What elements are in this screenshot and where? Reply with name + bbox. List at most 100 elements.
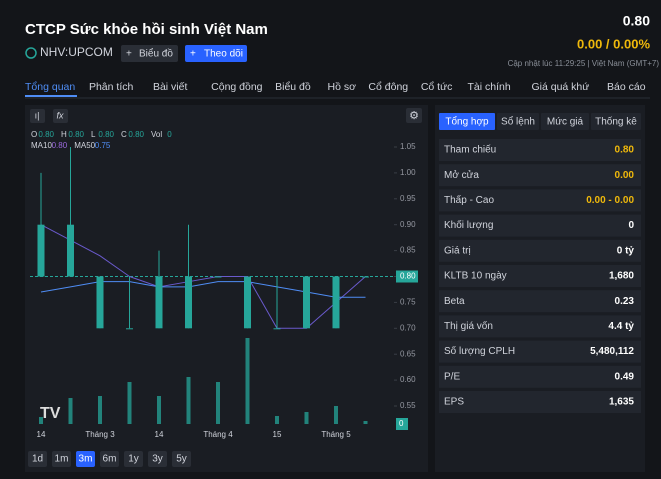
price-label: 0.80 <box>400 272 416 281</box>
chart-button-label[interactable]: Biểu đồ <box>139 48 173 60</box>
x-tick-label: Tháng 5 <box>321 430 351 439</box>
summary-value: 0.00 - 0.00 <box>586 195 634 206</box>
settings-button[interactable] <box>406 108 422 123</box>
legend-label: L <box>91 130 96 139</box>
legend-label: C <box>121 130 127 139</box>
icon: ı| <box>35 110 40 120</box>
ma-legend-value: 0.80 <box>52 141 68 150</box>
y-tick-label: 0.70 <box>400 323 416 332</box>
candle-body <box>96 276 104 329</box>
follow-button[interactable] <box>185 45 247 62</box>
tab[interactable]: Cộng đồng <box>211 81 263 93</box>
summary-value: 0.49 <box>615 371 635 382</box>
summary-row <box>439 239 641 262</box>
range-button[interactable] <box>172 451 191 467</box>
tab[interactable]: Phân tích <box>89 81 134 93</box>
ma10-line <box>40 224 366 329</box>
candle-body <box>362 276 369 278</box>
legend-value: 0.80 <box>38 130 54 139</box>
candle-body <box>185 276 192 329</box>
range-button[interactable] <box>76 451 95 467</box>
tab-bar: Tổng quan Phân tích Bài viết Cộng đồng Biểu … <box>25 81 650 99</box>
tab[interactable]: Giá quá khứ <box>531 81 589 93</box>
range-button[interactable] <box>52 451 71 467</box>
updated-time: Cập nhật lúc 11:29:25 | Việt Nam (GMT+7) <box>508 59 660 68</box>
y-tick-label: 1.00 <box>400 168 416 177</box>
tab[interactable]: Tổng quan <box>25 81 75 93</box>
range-button[interactable] <box>124 451 143 467</box>
range-button[interactable] <box>28 451 47 467</box>
summary-value: 0.00 <box>615 170 635 181</box>
tab[interactable]: Báo cáo <box>607 81 646 93</box>
summary-tab-label[interactable]: Sổ lệnh <box>501 116 535 128</box>
ma-legend-label: MA50 <box>74 141 95 150</box>
volume-bar <box>127 382 132 424</box>
summary-tab[interactable] <box>439 113 495 130</box>
range-label[interactable]: 5y <box>176 454 187 465</box>
ticker: NHV:UPCOM <box>40 45 113 59</box>
tab[interactable]: Hồ sơ <box>328 81 357 93</box>
price-change: 0.00 / 0.00% <box>577 36 650 51</box>
volume-bar <box>275 416 279 424</box>
range-label[interactable]: 3y <box>152 454 163 465</box>
ma50-line <box>40 281 366 298</box>
summary-value: 0 tỷ <box>617 245 635 256</box>
y-tick-label: 0.55 <box>400 401 416 410</box>
summary-tab[interactable] <box>497 113 539 130</box>
candle-body <box>273 328 281 330</box>
follow-button-label[interactable]: Theo dõi <box>204 49 243 60</box>
volume-bar <box>98 396 102 424</box>
summary-tab-label[interactable]: Tổng hợp <box>445 116 489 128</box>
follow-button-label[interactable]: + <box>190 49 196 60</box>
summary-row <box>439 214 641 237</box>
summary-tab-label[interactable]: Mức giá <box>547 117 584 128</box>
summary-value: 1,680 <box>609 271 634 282</box>
candle-body <box>214 276 222 278</box>
price-label-box <box>396 270 418 283</box>
range-label[interactable]: 3m <box>79 454 93 465</box>
summary-label: Giá trị <box>444 245 471 256</box>
tab[interactable]: Tài chính <box>468 81 511 93</box>
summary-tab[interactable] <box>591 113 641 130</box>
volume-bar <box>68 398 73 424</box>
range-label[interactable]: 1d <box>32 454 43 465</box>
indicator-button[interactable] <box>53 109 68 123</box>
candle-type-button[interactable] <box>30 109 45 123</box>
summary-label: Tham chiếu <box>444 144 496 156</box>
summary-tab-label[interactable]: Thống kê <box>595 116 637 128</box>
summary-value: 0.23 <box>615 296 635 307</box>
tab[interactable]: Bài viết <box>153 81 188 93</box>
volume-label: 0 <box>399 419 404 428</box>
tab[interactable]: Biểu đồ <box>275 81 311 93</box>
candle-body <box>244 276 251 329</box>
icon: ⚙ <box>409 110 419 122</box>
ma-legend-value: 0.75 <box>95 141 111 150</box>
chart-button-label[interactable]: + <box>126 49 132 60</box>
y-tick-label: 0.65 <box>400 349 416 358</box>
tab[interactable]: Cổ đông <box>368 81 408 93</box>
volume-bar <box>304 412 309 424</box>
candle-body <box>155 276 163 329</box>
range-label[interactable]: 1y <box>128 454 139 465</box>
chart-panel <box>25 105 428 472</box>
range-button[interactable] <box>148 451 167 467</box>
x-tick-label: Tháng 3 <box>85 430 115 439</box>
volume-bar <box>157 396 161 424</box>
candle-body <box>332 276 340 329</box>
legend-value: 0.80 <box>128 130 144 139</box>
range-label[interactable]: 6m <box>103 454 117 465</box>
summary-value: 0 <box>628 220 634 231</box>
summary-value: 0.80 <box>615 145 635 156</box>
tab[interactable]: Cổ tức <box>421 81 453 93</box>
chart-button[interactable] <box>121 45 178 62</box>
legend-label: Vol <box>151 130 162 139</box>
summary-tab[interactable] <box>541 113 589 130</box>
summary-row <box>439 139 641 161</box>
range-label[interactable]: 1m <box>55 454 69 465</box>
volume-label-box <box>396 418 408 430</box>
legend-value: 0.80 <box>68 130 84 139</box>
x-tick-label: 15 <box>273 430 282 439</box>
range-button[interactable] <box>100 451 119 467</box>
